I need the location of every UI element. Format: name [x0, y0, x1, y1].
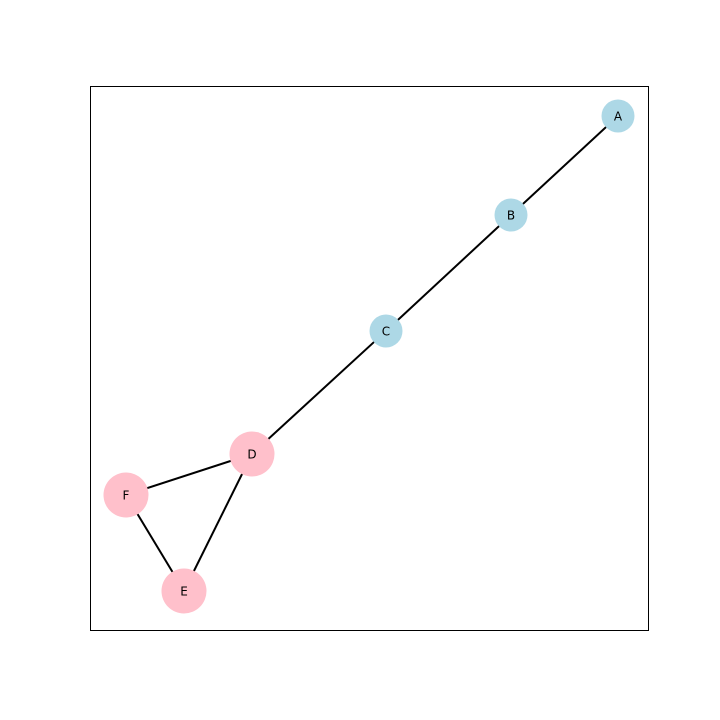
- node-label-f: F: [123, 489, 130, 503]
- node-a: A: [601, 99, 635, 133]
- node-f: F: [103, 472, 149, 518]
- node-e: E: [161, 568, 207, 614]
- node-label-d: D: [247, 448, 256, 462]
- node-label-c: C: [382, 325, 390, 339]
- node-circle-c: [369, 314, 403, 348]
- edge-c-d: [251, 330, 387, 455]
- node-circle-b: [494, 198, 528, 232]
- node-label-e: E: [180, 585, 188, 599]
- node-d: D: [229, 431, 275, 477]
- node-circle-e: [161, 568, 207, 614]
- node-circle-d: [229, 431, 275, 477]
- node-b: B: [494, 198, 528, 232]
- plot-frame: [90, 86, 649, 631]
- node-circle-a: [601, 99, 635, 133]
- nodes-layer: A B C D E F: [103, 99, 635, 614]
- node-c: C: [369, 314, 403, 348]
- edge-a-b: [510, 115, 619, 216]
- node-circle-f: [103, 472, 149, 518]
- edge-b-c: [385, 214, 512, 332]
- edge-d-e: [183, 453, 253, 592]
- node-label-a: A: [614, 110, 623, 124]
- node-label-b: B: [507, 209, 515, 223]
